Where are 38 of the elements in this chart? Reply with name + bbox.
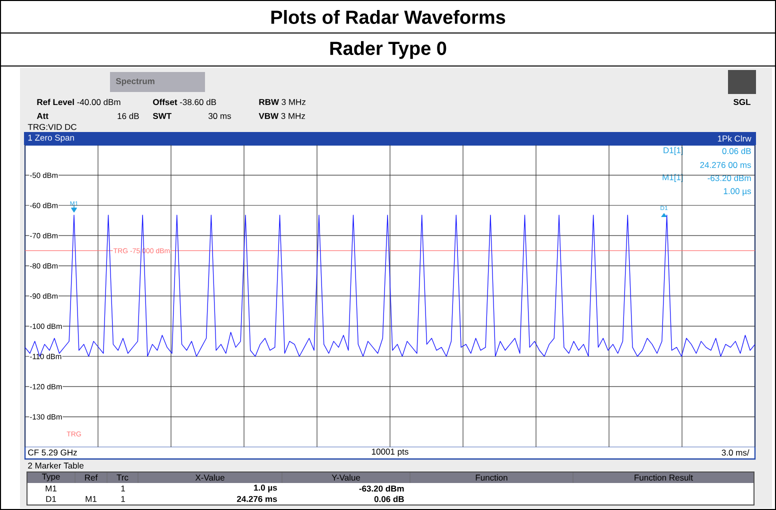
text: M1 [46, 486, 56, 492]
annotation: 0.06 dB [722, 148, 751, 154]
text: M1 [86, 496, 96, 502]
text: 1.0 µs [254, 484, 277, 492]
text: 1 [121, 486, 125, 492]
text: Trc [116, 474, 128, 480]
text: Att [36, 113, 48, 119]
text: -63.20 dBm [359, 485, 404, 492]
text: 1 [121, 496, 125, 502]
chart-title: Plots of Radar Waveforms [271, 10, 506, 24]
text: 10001 pts [372, 448, 408, 456]
text: 1Pk Clrw [718, 135, 752, 142]
text: Function Result [634, 474, 693, 481]
text: Offset -38.60 dB [153, 98, 216, 106]
text: 24.276 ms [236, 496, 277, 502]
text: Type [42, 474, 60, 482]
text: 2 Marker Table [28, 462, 84, 469]
text: 0.06 dB [374, 496, 404, 502]
text: Function [476, 474, 508, 481]
text: Y-Value [332, 474, 360, 481]
text: 30 ms [208, 112, 231, 119]
text: 1 Zero Span [28, 134, 74, 142]
text: RBW 3 MHz [259, 98, 306, 105]
text: X-Value [195, 474, 224, 481]
text: SGL [734, 98, 750, 105]
text: Spectrum [116, 78, 154, 86]
text: Ref [85, 474, 98, 481]
text: Ref Level -40.00 dBm [37, 98, 120, 106]
annotation: 24.276 00 ms [700, 162, 751, 168]
annotation: 1.00 µs [724, 188, 751, 196]
text: TRG:VID DC [28, 124, 76, 130]
text: CF 5.29 GHz [28, 449, 77, 456]
chart-subtitle: Rader Type 0 [330, 41, 446, 59]
text: 16 dB [118, 112, 139, 120]
text: 3.0 ms/ [722, 449, 750, 456]
text: SWT [152, 112, 172, 119]
text: VBW 3 MHz [258, 112, 306, 119]
text: D1 [46, 496, 56, 502]
